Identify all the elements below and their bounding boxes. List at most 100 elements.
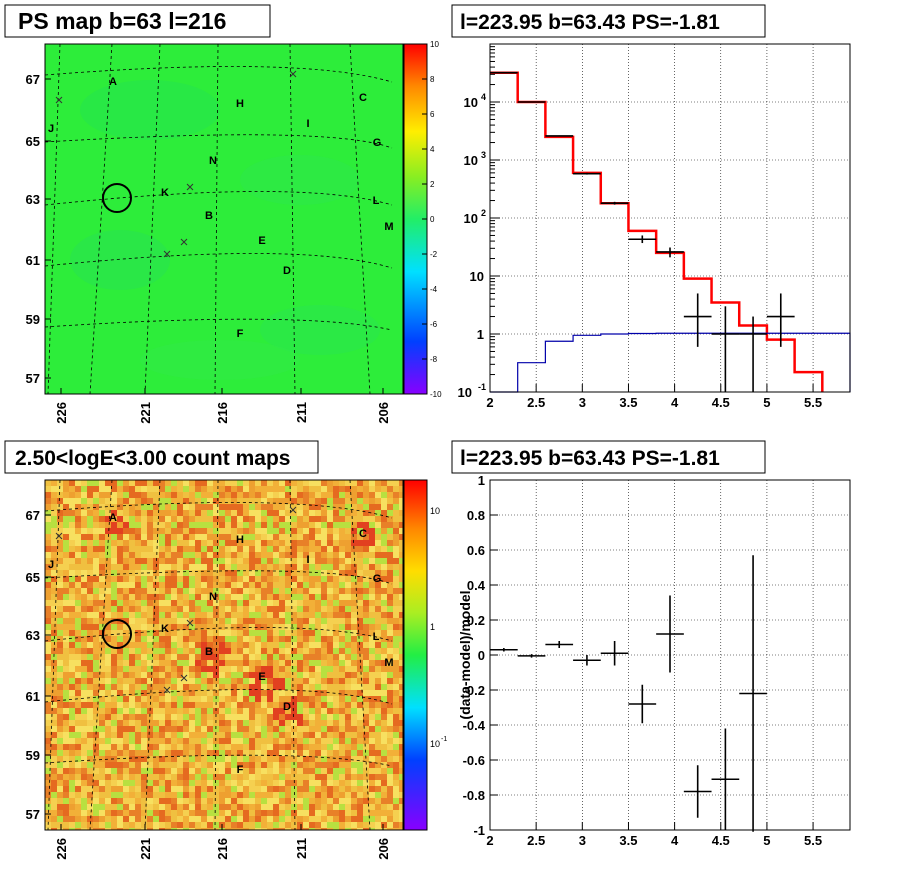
count-pixel xyxy=(159,582,165,588)
count-pixel xyxy=(273,738,279,744)
count-pixel xyxy=(369,534,375,540)
count-pixel xyxy=(111,714,117,720)
count-pixel xyxy=(357,582,363,588)
count-pixel xyxy=(339,642,345,648)
count-pixel xyxy=(279,822,285,828)
count-pixel xyxy=(63,594,69,600)
count-pixel xyxy=(399,816,403,822)
count-pixel xyxy=(375,780,381,786)
count-pixel xyxy=(207,564,213,570)
count-pixel xyxy=(165,588,171,594)
count-pixel xyxy=(207,768,213,774)
count-pixel xyxy=(225,642,231,648)
count-pixel xyxy=(111,690,117,696)
source-label: M xyxy=(384,657,393,669)
count-pixel xyxy=(141,696,147,702)
count-pixel xyxy=(75,756,81,762)
count-pixel xyxy=(201,642,207,648)
count-pixel xyxy=(111,750,117,756)
count-pixel xyxy=(165,546,171,552)
count-pixel xyxy=(45,480,51,486)
count-pixel xyxy=(177,690,183,696)
count-pixel xyxy=(189,516,195,522)
count-pixel xyxy=(273,786,279,792)
count-pixel xyxy=(357,684,363,690)
count-pixel xyxy=(45,558,51,564)
count-pixel xyxy=(57,774,63,780)
count-pixel xyxy=(123,480,129,486)
count-pixel xyxy=(219,798,225,804)
count-pixel xyxy=(117,690,123,696)
count-pixel xyxy=(315,810,321,816)
count-pixel xyxy=(255,774,261,780)
count-pixel xyxy=(243,672,249,678)
count-pixel xyxy=(75,768,81,774)
count-pixel xyxy=(285,660,291,666)
count-pixel xyxy=(99,804,105,810)
count-pixel xyxy=(369,792,375,798)
count-pixel xyxy=(141,702,147,708)
count-pixel xyxy=(63,654,69,660)
count-pixel xyxy=(141,540,147,546)
count-pixel xyxy=(231,798,237,804)
count-pixel xyxy=(57,546,63,552)
count-pixel xyxy=(387,792,393,798)
count-pixel xyxy=(153,612,159,618)
count-pixel xyxy=(393,636,399,642)
count-pixel xyxy=(375,606,381,612)
count-pixel xyxy=(147,486,153,492)
count-pixel xyxy=(147,810,153,816)
count-pixel xyxy=(279,756,285,762)
count-pixel xyxy=(207,690,213,696)
count-pixel xyxy=(189,678,195,684)
count-pixel xyxy=(141,804,147,810)
count-pixel xyxy=(291,630,297,636)
count-pixel xyxy=(129,828,135,830)
count-pixel xyxy=(249,522,255,528)
count-pixel xyxy=(387,510,393,516)
count-pixel xyxy=(57,756,63,762)
count-pixel xyxy=(123,744,129,750)
count-pixel xyxy=(261,702,267,708)
count-pixel xyxy=(363,720,369,726)
lon-tick-label: 216 xyxy=(215,838,230,860)
count-pixel xyxy=(219,708,225,714)
count-pixel xyxy=(111,768,117,774)
count-pixel xyxy=(135,600,141,606)
count-pixel xyxy=(261,678,267,684)
count-pixel xyxy=(249,576,255,582)
count-pixel xyxy=(153,510,159,516)
count-pixel xyxy=(213,606,219,612)
count-pixel xyxy=(45,570,51,576)
count-pixel xyxy=(51,774,57,780)
count-pixel xyxy=(105,564,111,570)
count-pixel xyxy=(357,642,363,648)
count-pixel xyxy=(399,624,403,630)
count-pixel xyxy=(171,612,177,618)
count-pixel xyxy=(351,528,357,534)
count-pixel xyxy=(207,684,213,690)
count-pixel xyxy=(45,726,51,732)
count-pixel xyxy=(315,636,321,642)
count-pixel xyxy=(123,534,129,540)
count-pixel xyxy=(315,714,321,720)
count-pixel xyxy=(189,522,195,528)
count-pixel xyxy=(171,510,177,516)
count-pixel xyxy=(123,762,129,768)
count-pixel xyxy=(99,678,105,684)
count-pixel xyxy=(249,702,255,708)
count-pixel xyxy=(237,636,243,642)
count-pixel xyxy=(207,714,213,720)
count-pixel xyxy=(357,732,363,738)
count-pixel xyxy=(225,768,231,774)
count-map-pixels xyxy=(45,480,403,830)
count-pixel xyxy=(135,522,141,528)
count-pixel xyxy=(249,510,255,516)
count-pixel xyxy=(135,666,141,672)
count-pixel xyxy=(261,756,267,762)
count-pixel xyxy=(195,798,201,804)
count-pixel xyxy=(81,576,87,582)
count-pixel xyxy=(117,666,123,672)
count-pixel xyxy=(93,498,99,504)
